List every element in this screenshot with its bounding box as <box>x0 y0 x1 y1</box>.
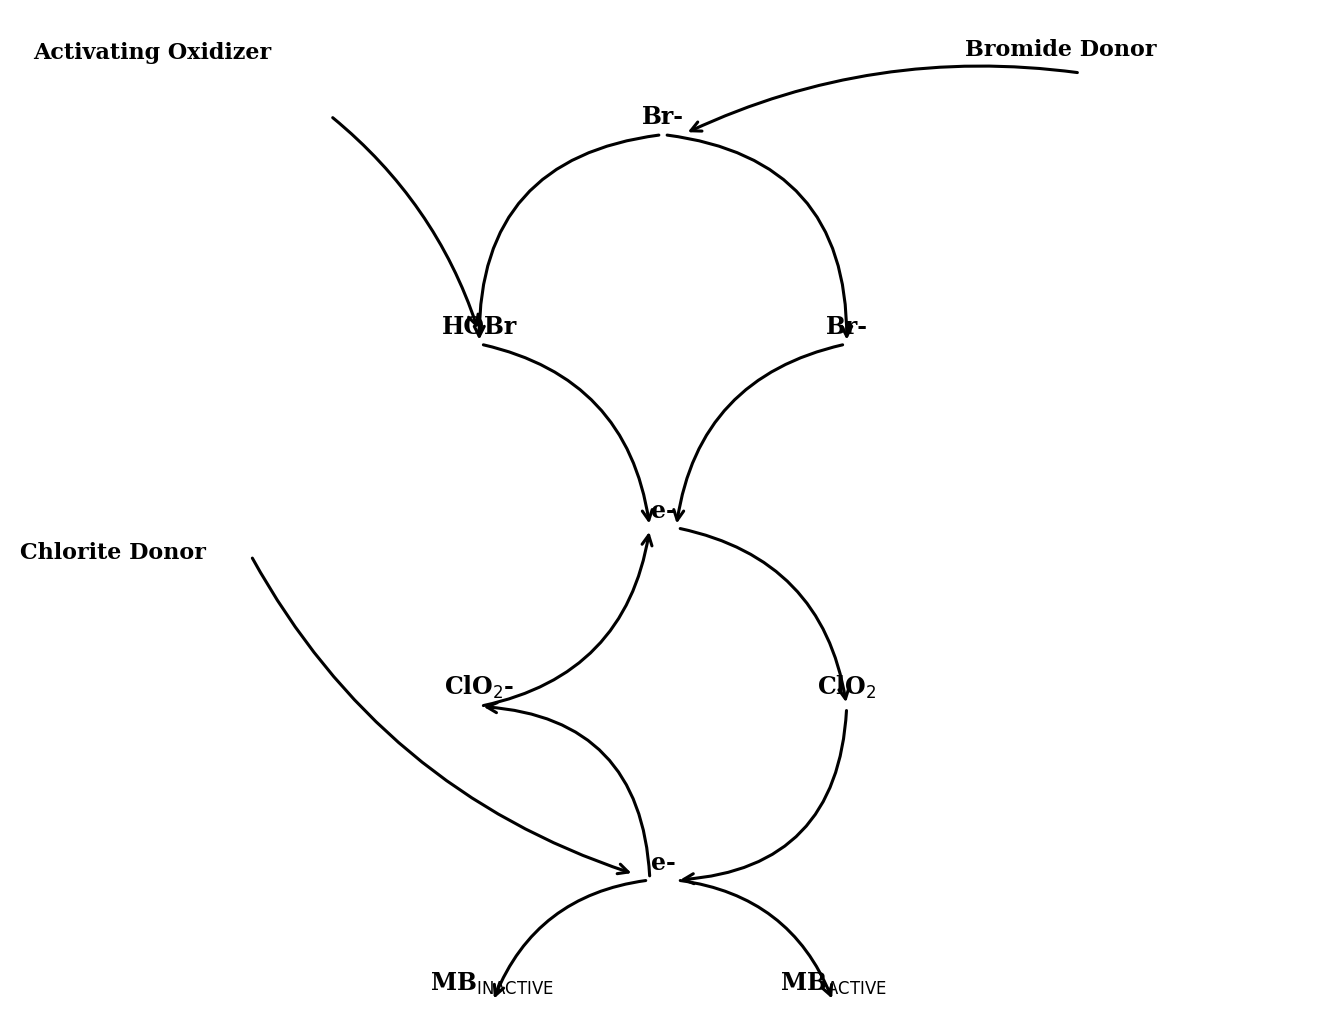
Text: Chlorite Donor: Chlorite Donor <box>20 542 206 564</box>
Text: MB$_{\mathrm{INACTIVE}}$: MB$_{\mathrm{INACTIVE}}$ <box>431 971 554 998</box>
Text: MB$_{\mathrm{ACTIVE}}$: MB$_{\mathrm{ACTIVE}}$ <box>780 971 887 998</box>
Text: Br-: Br- <box>826 315 867 338</box>
Text: Bromide Donor: Bromide Donor <box>965 39 1156 61</box>
Text: e-: e- <box>651 851 675 875</box>
Text: Br-: Br- <box>642 106 684 129</box>
Text: ClO$_2$-: ClO$_2$- <box>444 674 514 702</box>
Text: HOBr: HOBr <box>442 315 517 338</box>
Text: e-: e- <box>651 499 675 523</box>
Text: Activating Oxidizer: Activating Oxidizer <box>33 41 272 64</box>
Text: ClO$_2$: ClO$_2$ <box>817 674 876 702</box>
